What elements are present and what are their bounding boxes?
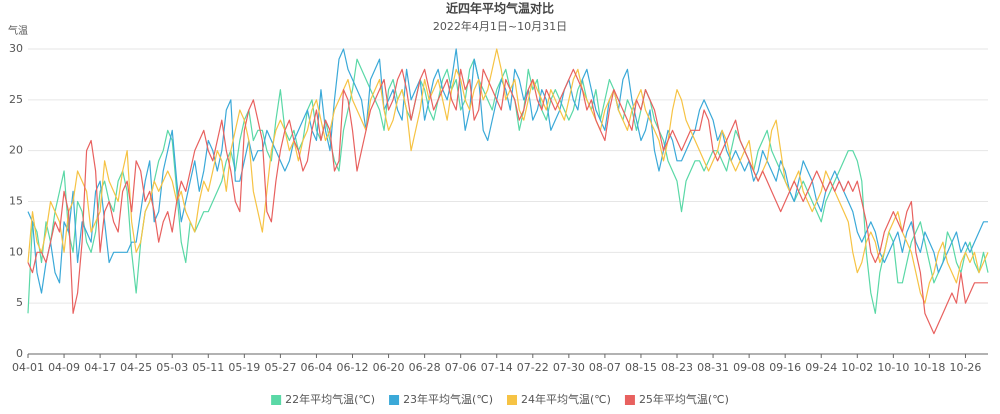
chart-subtitle: 2022年4月1日~10月31日 — [433, 19, 567, 33]
legend-swatch — [389, 395, 400, 405]
legend-swatch — [271, 395, 282, 405]
x-tick-label: 10-10 — [877, 361, 909, 374]
y-axis-label: 气温 — [8, 24, 28, 37]
x-tick-label: 04-01 — [12, 361, 44, 374]
legend-label: 24年平均气温(℃) — [521, 392, 611, 406]
chart-title: 近四年平均气温对比 — [446, 1, 554, 16]
x-tick-label: 05-03 — [156, 361, 188, 374]
legend-swatch — [624, 395, 635, 405]
y-tick-label: 10 — [9, 245, 23, 258]
x-tick-label: 08-07 — [589, 361, 621, 374]
x-tick-label: 10-26 — [949, 361, 981, 374]
x-tick-label: 06-12 — [337, 361, 369, 374]
y-tick-label: 5 — [16, 296, 23, 309]
legend-swatch — [507, 395, 517, 405]
x-tick-label: 04-25 — [120, 361, 152, 374]
x-tick-label: 06-04 — [300, 361, 332, 374]
x-tick-label: 08-15 — [625, 361, 657, 374]
x-tick-label: 10-18 — [913, 361, 945, 374]
x-tick-label: 08-31 — [697, 361, 729, 374]
y-tick-label: 20 — [9, 144, 23, 157]
x-tick-label: 07-22 — [517, 361, 549, 374]
x-tick-label: 09-24 — [805, 361, 837, 374]
y-tick-label: 30 — [9, 42, 23, 55]
series-line — [27, 48, 989, 304]
x-tick-label: 07-06 — [445, 361, 477, 374]
x-tick-label: 04-17 — [84, 361, 116, 374]
x-tick-label: 05-27 — [264, 361, 296, 374]
x-tick-label: 06-28 — [409, 361, 441, 374]
x-tick-label: 09-08 — [733, 361, 765, 374]
y-tick-label: 0 — [16, 347, 23, 360]
x-tick-label: 05-11 — [192, 361, 224, 374]
legend: 22年平均气温(℃) 23年平均气温(℃) 24年平均气温(℃) 25年平均气温(℃) — [271, 392, 729, 406]
x-tick-label: 07-14 — [481, 361, 513, 374]
legend-label: 22年平均气温(℃) — [285, 392, 375, 406]
legend-label: 25年平均气温(℃) — [639, 392, 729, 406]
x-tick-label: 04-09 — [48, 361, 80, 374]
x-tick-label: 07-30 — [553, 361, 585, 374]
x-tick-label: 06-20 — [373, 361, 405, 374]
legend-label: 23年平均气温(℃) — [403, 392, 493, 406]
series-line — [27, 68, 988, 335]
x-tick-label: 05-19 — [228, 361, 260, 374]
x-tick-label: 10-02 — [841, 361, 873, 374]
y-tick-label: 15 — [9, 195, 23, 208]
x-tick-label: 08-23 — [661, 361, 693, 374]
y-tick-label: 25 — [9, 93, 23, 106]
x-tick-label: 09-16 — [769, 361, 801, 374]
series-line — [27, 58, 989, 314]
